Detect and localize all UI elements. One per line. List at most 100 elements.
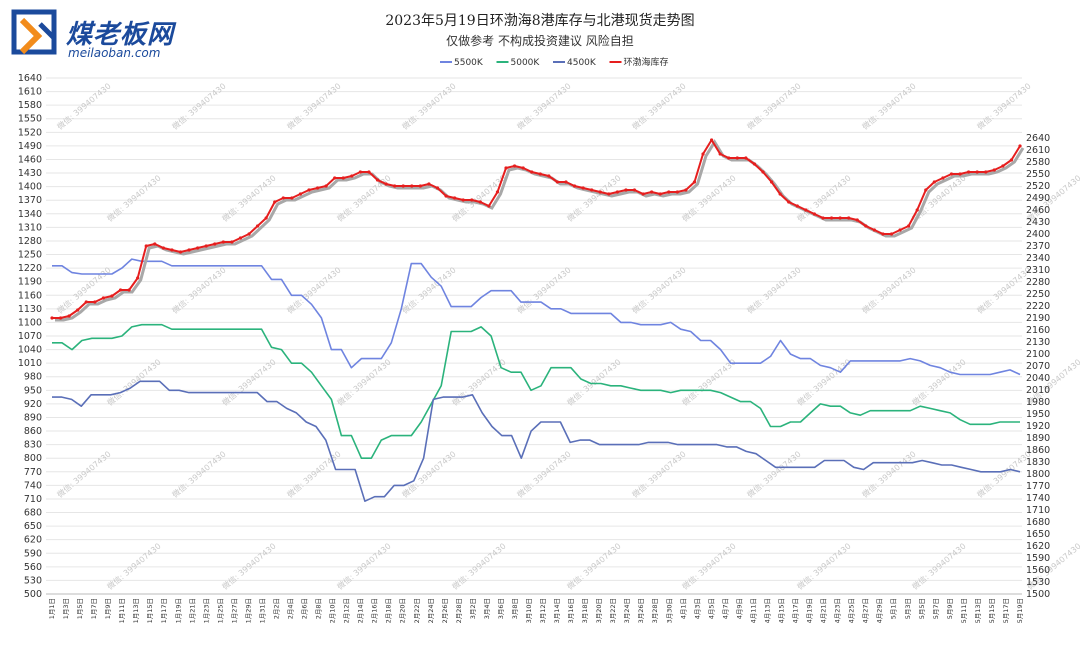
series-point: [393, 184, 397, 188]
x-tick-label: 3月8日: [511, 598, 519, 619]
x-tick-label: 2月26日: [441, 598, 449, 623]
x-tick-label: 2月8日: [315, 598, 323, 619]
watermark: 微信: 399407430: [105, 173, 163, 224]
x-tick-label: 1月15日: [146, 598, 154, 623]
series-point: [778, 192, 782, 196]
series-point: [67, 314, 71, 318]
left-tick-label: 710: [24, 494, 42, 505]
left-tick-label: 1310: [18, 222, 42, 233]
series-point: [932, 180, 936, 184]
right-tick-label: 1530: [1026, 577, 1050, 588]
left-tick-label: 1550: [18, 114, 42, 125]
watermark: 微信: 399407430: [285, 81, 343, 132]
right-tick-label: 1800: [1026, 469, 1050, 480]
left-tick-label: 1100: [18, 317, 42, 328]
series-point: [273, 200, 277, 204]
left-tick-label: 680: [24, 508, 42, 519]
left-tick-label: 530: [24, 575, 42, 586]
right-tick-label: 2490: [1026, 193, 1050, 204]
x-tick-label: 4月1日: [679, 598, 687, 619]
x-tick-label: 3月4日: [483, 598, 491, 619]
series-point: [161, 246, 165, 250]
series-point: [581, 186, 585, 190]
left-tick-label: 1430: [18, 168, 42, 179]
watermark: 微信: 399407430: [565, 541, 623, 592]
x-tick-label: 3月28日: [651, 598, 659, 623]
x-tick-label: 1月19日: [174, 598, 182, 623]
series-layer: [50, 138, 1025, 502]
series-point: [924, 188, 928, 192]
left-tick-label: 1070: [18, 331, 42, 342]
series-point: [101, 296, 105, 300]
right-tick-label: 1980: [1026, 397, 1050, 408]
watermark: 微信: 399407430: [515, 265, 573, 316]
series-point: [521, 166, 525, 170]
series-point: [984, 170, 988, 174]
series-point: [281, 196, 285, 200]
series-point: [333, 176, 337, 180]
series-point: [230, 240, 234, 244]
x-axis-ticks: 1月1日 1月3日 1月5日 1月7日 1月9日 1月11日 1月13日 1月15日 1月17日…: [48, 598, 1024, 623]
left-tick-label: 1010: [18, 358, 42, 369]
left-tick-label: 1580: [18, 100, 42, 111]
series-point: [787, 200, 791, 204]
right-tick-label: 1950: [1026, 409, 1050, 420]
x-tick-label: 3月18日: [581, 598, 589, 623]
series-point: [761, 170, 765, 174]
right-tick-label: 2220: [1026, 301, 1050, 312]
x-tick-label: 5月13日: [974, 598, 982, 623]
series-point: [701, 152, 705, 156]
series-point: [512, 164, 517, 168]
left-tick-label: 1130: [18, 304, 42, 315]
series-point: [804, 208, 808, 212]
watermark: 微信: 399407430: [630, 81, 688, 132]
series-point: [727, 156, 731, 160]
series-point: [187, 248, 191, 252]
left-tick-label: 1520: [18, 127, 42, 138]
x-tick-label: 1月29日: [244, 598, 252, 623]
series-point: [58, 316, 63, 320]
series-point: [487, 204, 491, 208]
right-tick-label: 2550: [1026, 169, 1050, 180]
x-tick-label: 3月30日: [665, 598, 673, 623]
series-point: [341, 176, 345, 180]
series-point: [838, 216, 842, 220]
watermark: 微信: 399407430: [515, 81, 573, 132]
x-tick-label: 2月14日: [357, 598, 365, 623]
watermark: 微信: 399407430: [55, 81, 113, 132]
series-point: [718, 152, 722, 156]
legend: 5500K 5000K 4500K 环渤海库存: [440, 56, 669, 68]
left-tick-label: 1400: [18, 182, 42, 193]
watermark: 微信: 399407430: [400, 449, 458, 500]
watermark: 微信: 399407430: [975, 81, 1033, 132]
right-tick-label: 1590: [1026, 553, 1050, 564]
series-point: [735, 156, 739, 160]
right-tick-label: 2250: [1026, 289, 1050, 300]
right-tick-label: 1500: [1026, 589, 1050, 600]
x-tick-label: 2月12日: [343, 598, 351, 623]
x-tick-label: 4月13日: [763, 598, 771, 623]
series-point: [367, 170, 371, 174]
watermark: 微信: 399407430: [285, 449, 343, 500]
right-tick-label: 1830: [1026, 457, 1050, 468]
right-tick-label: 2640: [1026, 133, 1050, 144]
right-tick-label: 2040: [1026, 373, 1050, 384]
series-point: [307, 188, 311, 192]
watermark: 微信: 399407430: [860, 449, 918, 500]
series-point: [538, 172, 542, 176]
watermark: 微信: 399407430: [630, 449, 688, 500]
series-point: [615, 190, 619, 194]
series-point: [555, 180, 560, 184]
series-point: [427, 182, 431, 186]
series-point: [50, 316, 54, 320]
watermark: 微信: 399407430: [680, 173, 738, 224]
series-point: [658, 192, 662, 196]
series-line-0: [52, 258, 1021, 376]
series-point: [410, 184, 414, 188]
series-point: [821, 216, 825, 220]
series-point: [572, 184, 577, 188]
left-tick-label: 890: [24, 412, 42, 423]
right-tick-label: 2190: [1026, 313, 1050, 324]
right-tick-label: 2070: [1026, 361, 1050, 372]
x-tick-label: 3月6日: [497, 598, 505, 619]
